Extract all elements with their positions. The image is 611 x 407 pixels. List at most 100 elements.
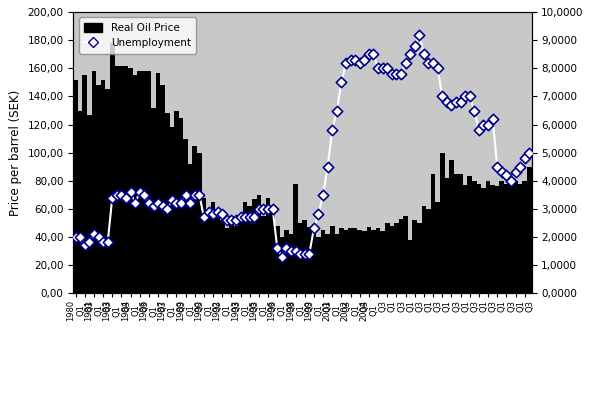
Point: [103, 239, 112, 246]
Point: [492, 164, 502, 170]
Point: [227, 217, 236, 223]
Point: [286, 247, 296, 254]
Bar: [270, 206, 275, 293]
Point: [350, 57, 360, 63]
Bar: [123, 66, 128, 293]
Bar: [491, 185, 495, 293]
Point: [378, 65, 387, 72]
Point: [433, 65, 442, 72]
Point: [300, 250, 310, 257]
Bar: [362, 231, 367, 293]
Point: [447, 102, 456, 108]
Bar: [390, 225, 394, 293]
Point: [203, 208, 213, 215]
Point: [474, 127, 484, 133]
Bar: [152, 108, 156, 293]
Bar: [348, 228, 353, 293]
Point: [80, 242, 90, 249]
Bar: [97, 85, 101, 293]
Point: [309, 225, 319, 232]
Bar: [467, 177, 472, 293]
Point: [135, 189, 145, 195]
Point: [153, 200, 163, 206]
Point: [359, 57, 369, 63]
Point: [139, 192, 149, 198]
Point: [442, 99, 452, 105]
Point: [401, 59, 411, 66]
Bar: [174, 111, 179, 293]
Legend: Real Oil Price, Unemployment: Real Oil Price, Unemployment: [79, 18, 196, 53]
Point: [148, 203, 158, 209]
Point: [465, 93, 475, 100]
Bar: [82, 75, 87, 293]
Bar: [453, 174, 458, 293]
Bar: [481, 188, 486, 293]
Bar: [183, 139, 188, 293]
Y-axis label: Price per barrel (SEK): Price per barrel (SEK): [9, 90, 22, 216]
Bar: [160, 85, 165, 293]
Bar: [431, 174, 435, 293]
Point: [451, 99, 461, 105]
Point: [236, 214, 246, 221]
Bar: [307, 227, 312, 293]
Bar: [188, 164, 192, 293]
Bar: [73, 80, 78, 293]
Point: [208, 211, 218, 218]
Bar: [110, 43, 115, 293]
Point: [304, 250, 314, 257]
Point: [231, 217, 241, 223]
Bar: [504, 184, 509, 293]
Bar: [207, 216, 211, 293]
Point: [263, 206, 273, 212]
Point: [121, 194, 131, 201]
Point: [163, 206, 172, 212]
Bar: [220, 220, 225, 293]
Bar: [518, 184, 522, 293]
Bar: [399, 219, 403, 293]
Bar: [376, 228, 380, 293]
Point: [355, 59, 365, 66]
Bar: [147, 71, 152, 293]
Bar: [422, 206, 426, 293]
Point: [414, 31, 424, 38]
Bar: [128, 68, 133, 293]
Bar: [339, 228, 343, 293]
Point: [245, 214, 255, 221]
Bar: [302, 220, 307, 293]
Point: [332, 107, 342, 114]
Point: [382, 65, 392, 72]
Bar: [211, 202, 216, 293]
Point: [364, 51, 374, 58]
Point: [268, 206, 277, 212]
Point: [258, 206, 268, 212]
Bar: [463, 185, 467, 293]
Point: [428, 59, 438, 66]
Bar: [436, 202, 440, 293]
Point: [405, 51, 415, 58]
Bar: [522, 181, 527, 293]
Point: [502, 172, 511, 178]
Point: [524, 149, 534, 156]
Bar: [316, 237, 321, 293]
Bar: [165, 113, 170, 293]
Bar: [408, 240, 412, 293]
Bar: [357, 230, 362, 293]
Bar: [380, 231, 385, 293]
Bar: [513, 181, 518, 293]
Point: [515, 164, 525, 170]
Bar: [426, 209, 431, 293]
Bar: [243, 202, 247, 293]
Point: [410, 43, 420, 49]
Point: [291, 247, 301, 254]
Point: [282, 245, 291, 252]
Bar: [284, 230, 289, 293]
Bar: [280, 237, 284, 293]
Point: [419, 51, 429, 58]
Point: [483, 121, 493, 128]
Point: [172, 200, 181, 206]
Bar: [330, 225, 335, 293]
Point: [98, 239, 108, 246]
Bar: [343, 230, 348, 293]
Bar: [527, 167, 532, 293]
Point: [437, 93, 447, 100]
